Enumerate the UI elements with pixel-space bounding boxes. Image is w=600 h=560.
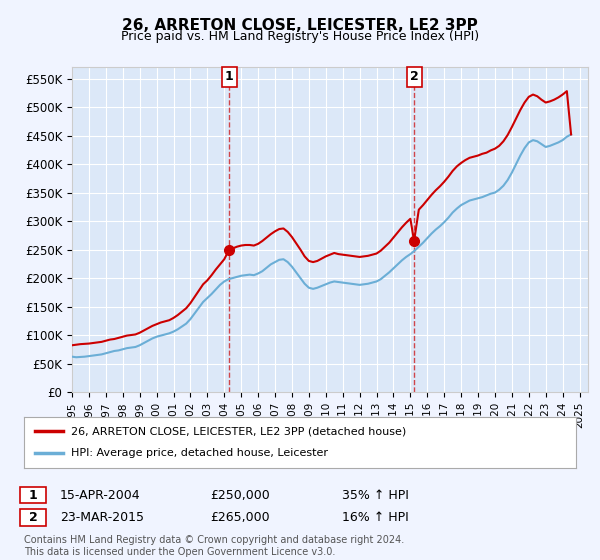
Text: 1: 1 [29, 488, 37, 502]
Text: £250,000: £250,000 [210, 488, 270, 502]
Text: 26, ARRETON CLOSE, LEICESTER, LE2 3PP (detached house): 26, ARRETON CLOSE, LEICESTER, LE2 3PP (d… [71, 426, 406, 436]
Text: 2: 2 [29, 511, 37, 524]
Text: 16% ↑ HPI: 16% ↑ HPI [342, 511, 409, 524]
Text: Contains HM Land Registry data © Crown copyright and database right 2024.
This d: Contains HM Land Registry data © Crown c… [24, 535, 404, 557]
Text: 23-MAR-2015: 23-MAR-2015 [60, 511, 144, 524]
Text: 26, ARRETON CLOSE, LEICESTER, LE2 3PP: 26, ARRETON CLOSE, LEICESTER, LE2 3PP [122, 18, 478, 32]
Text: Price paid vs. HM Land Registry's House Price Index (HPI): Price paid vs. HM Land Registry's House … [121, 30, 479, 43]
Text: £265,000: £265,000 [210, 511, 269, 524]
Text: HPI: Average price, detached house, Leicester: HPI: Average price, detached house, Leic… [71, 449, 328, 459]
Text: 15-APR-2004: 15-APR-2004 [60, 488, 140, 502]
Text: 35% ↑ HPI: 35% ↑ HPI [342, 488, 409, 502]
Text: 2: 2 [410, 71, 418, 83]
Text: 1: 1 [225, 71, 233, 83]
